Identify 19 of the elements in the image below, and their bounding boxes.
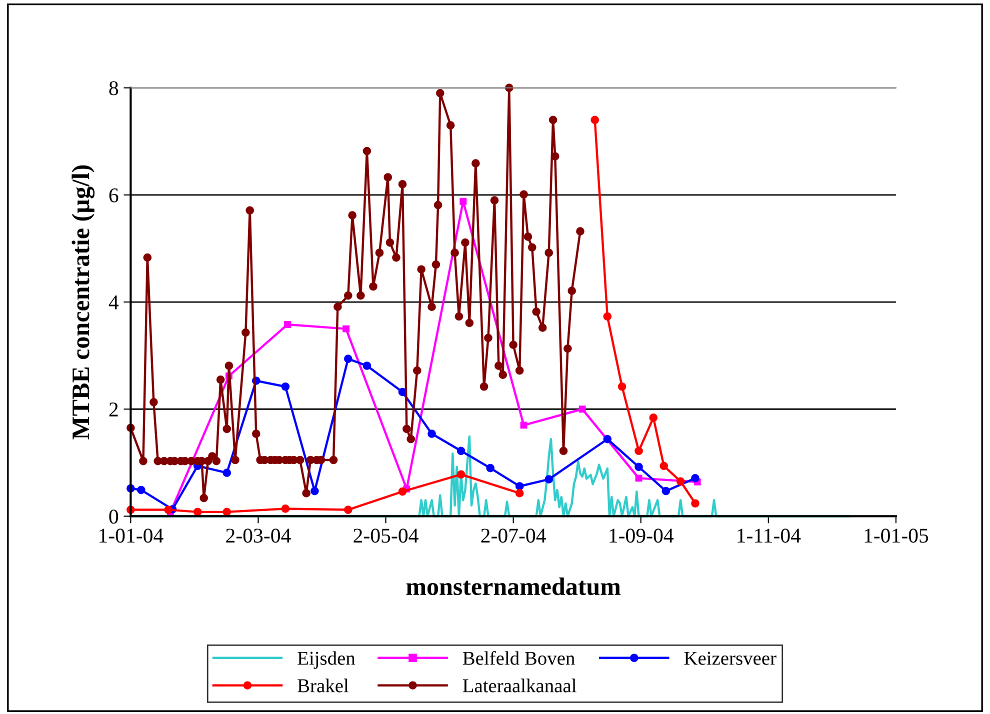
- legend-label: Brakel: [298, 678, 349, 692]
- y-axis-title: MTBE concentratie (µg/l): [72, 165, 95, 440]
- y-tick-label: 2: [109, 402, 118, 416]
- y-tick-label: 0: [109, 510, 118, 524]
- x-tick-label: 2-03-04: [226, 528, 291, 543]
- y-tick-label: 4: [108, 296, 119, 310]
- legend-label: Eijsden: [298, 651, 356, 669]
- x-tick-label: 1-01-04: [100, 528, 164, 543]
- x-tick-label: 1-11-04: [738, 528, 801, 543]
- y-tick-label: 8: [109, 81, 118, 96]
- legend-label: Lateraalkanaal: [462, 678, 576, 692]
- x-tick-label: 1-01-05: [864, 528, 928, 543]
- x-tick-label: 2-07-04: [481, 528, 546, 543]
- x-axis-title: monsternamedatum: [406, 577, 621, 596]
- x-tick-label: 2-05-04: [354, 528, 418, 543]
- legend-label: Belfeld Boven: [462, 650, 575, 665]
- y-tick-label: 6: [109, 188, 118, 202]
- x-tick-label: 1-09-04: [610, 528, 674, 543]
- legend-label: Keizersveer: [684, 652, 776, 665]
